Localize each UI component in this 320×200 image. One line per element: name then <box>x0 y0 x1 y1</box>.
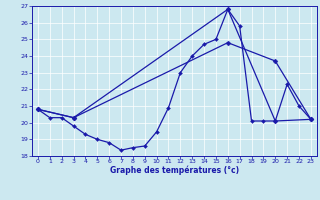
X-axis label: Graphe des températures (°c): Graphe des températures (°c) <box>110 166 239 175</box>
